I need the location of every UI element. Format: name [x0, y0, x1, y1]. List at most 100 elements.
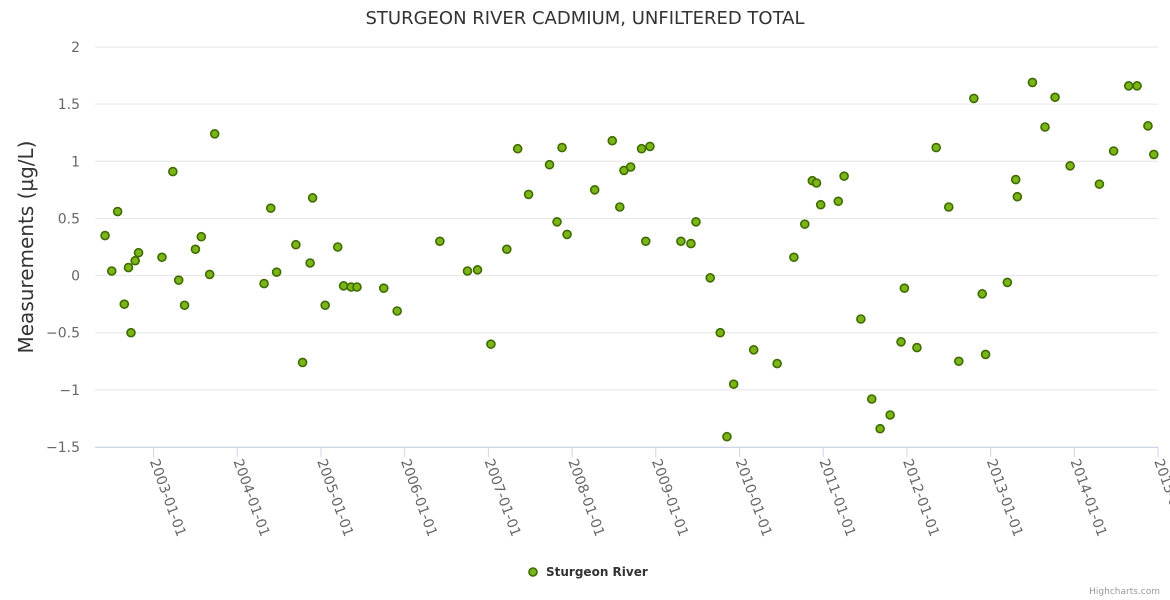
data-point[interactable] [607, 135, 618, 146]
data-point[interactable] [625, 162, 636, 172]
data-point[interactable] [640, 236, 651, 247]
data-point[interactable] [562, 229, 572, 240]
data-point[interactable] [179, 300, 190, 311]
data-point[interactable] [811, 178, 822, 188]
data-point[interactable] [931, 142, 941, 153]
data-point[interactable] [352, 282, 362, 292]
x-tick-label: 2008-01-01 [564, 457, 607, 539]
credits-link[interactable]: Highcharts.com [1089, 587, 1160, 597]
data-point[interactable] [856, 314, 866, 324]
data-point[interactable] [502, 244, 512, 255]
data-point[interactable] [1132, 81, 1142, 91]
data-point[interactable] [552, 217, 562, 227]
data-point[interactable] [953, 356, 964, 367]
data-point[interactable] [1050, 92, 1060, 103]
data-point[interactable] [435, 236, 445, 247]
data-point[interactable] [1094, 179, 1105, 189]
data-point[interactable] [378, 283, 389, 293]
data-point[interactable] [462, 266, 473, 276]
data-point[interactable] [297, 357, 308, 368]
data-point[interactable] [815, 199, 826, 210]
x-tick-label: 2012-01-01 [899, 457, 942, 539]
data-point[interactable] [130, 255, 140, 266]
data-point[interactable] [636, 143, 647, 154]
data-point[interactable] [392, 306, 402, 316]
data-point[interactable] [307, 193, 318, 203]
data-point[interactable] [772, 358, 782, 369]
data-point[interactable] [1040, 122, 1050, 132]
data-point[interactable] [196, 231, 207, 242]
data-point[interactable] [748, 345, 759, 355]
data-point[interactable] [123, 262, 134, 273]
x-tick-label: 2007-01-01 [481, 457, 524, 539]
data-point[interactable] [291, 239, 301, 250]
data-point[interactable] [1143, 121, 1153, 131]
data-point[interactable] [190, 244, 201, 255]
data-point[interactable] [126, 327, 136, 338]
data-point[interactable] [691, 217, 701, 227]
data-point[interactable] [980, 349, 991, 360]
data-point[interactable] [589, 185, 600, 195]
data-point[interactable] [338, 281, 349, 291]
data-point[interactable] [1108, 146, 1119, 156]
data-point[interactable] [912, 342, 922, 353]
data-point[interactable] [204, 269, 215, 280]
data-point[interactable] [168, 166, 178, 177]
data-point[interactable] [833, 196, 844, 207]
x-tick-label: 2014-01-01 [1067, 457, 1110, 539]
data-point[interactable] [133, 247, 144, 258]
data-point[interactable] [969, 93, 979, 104]
data-point[interactable] [839, 171, 849, 181]
y-tick-label: −1 [59, 383, 80, 399]
data-point[interactable] [875, 423, 885, 434]
legend-label[interactable]: Sturgeon River [546, 565, 648, 579]
data-point[interactable] [271, 267, 282, 277]
data-point[interactable] [1123, 81, 1134, 91]
data-point[interactable] [645, 141, 655, 152]
data-point[interactable] [866, 394, 877, 404]
data-point[interactable] [265, 203, 276, 213]
data-point[interactable] [1002, 277, 1013, 288]
data-point[interactable] [943, 202, 954, 212]
data-point[interactable] [173, 275, 184, 285]
data-point[interactable] [1149, 149, 1159, 160]
data-point[interactable] [977, 289, 988, 299]
data-point[interactable] [899, 283, 910, 293]
data-point[interactable] [705, 273, 716, 283]
data-point[interactable] [157, 252, 167, 263]
data-point[interactable] [512, 143, 523, 154]
data-point[interactable] [259, 278, 269, 289]
data-point[interactable] [100, 230, 110, 241]
data-point[interactable] [1010, 174, 1021, 185]
legend[interactable]: Sturgeon River [528, 565, 648, 579]
data-point[interactable] [789, 252, 799, 263]
data-point[interactable] [896, 337, 906, 347]
data-point[interactable] [686, 238, 696, 249]
data-point[interactable] [615, 202, 625, 212]
x-tick-label: 2015-01-01 [1150, 457, 1170, 539]
data-point[interactable] [320, 300, 330, 311]
chart-title: STURGEON RIVER CADMIUM, UNFILTERED TOTAL [365, 8, 804, 29]
data-point[interactable] [112, 206, 123, 217]
data-point[interactable] [209, 129, 220, 139]
data-point[interactable] [799, 219, 810, 229]
data-point[interactable] [1027, 77, 1038, 88]
data-point[interactable] [1012, 191, 1023, 202]
data-point[interactable] [332, 242, 343, 252]
data-point[interactable] [472, 265, 483, 275]
data-point[interactable] [119, 299, 130, 309]
data-point[interactable] [885, 410, 895, 420]
data-point[interactable] [544, 159, 555, 170]
data-point[interactable] [676, 236, 686, 247]
data-point[interactable] [1065, 161, 1075, 171]
data-point[interactable] [722, 431, 732, 442]
data-point[interactable] [557, 142, 567, 153]
y-tick-label: 0 [71, 269, 80, 285]
data-point[interactable] [715, 327, 726, 338]
data-point[interactable] [523, 189, 534, 200]
data-point[interactable] [486, 339, 496, 349]
data-point[interactable] [106, 266, 117, 276]
data-point[interactable] [728, 379, 739, 389]
data-point[interactable] [305, 258, 315, 268]
x-tick-label: 2011-01-01 [815, 457, 858, 539]
